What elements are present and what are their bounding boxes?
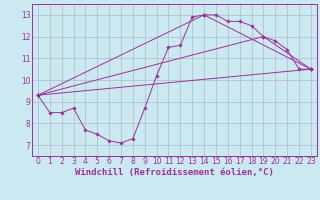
- X-axis label: Windchill (Refroidissement éolien,°C): Windchill (Refroidissement éolien,°C): [75, 168, 274, 177]
